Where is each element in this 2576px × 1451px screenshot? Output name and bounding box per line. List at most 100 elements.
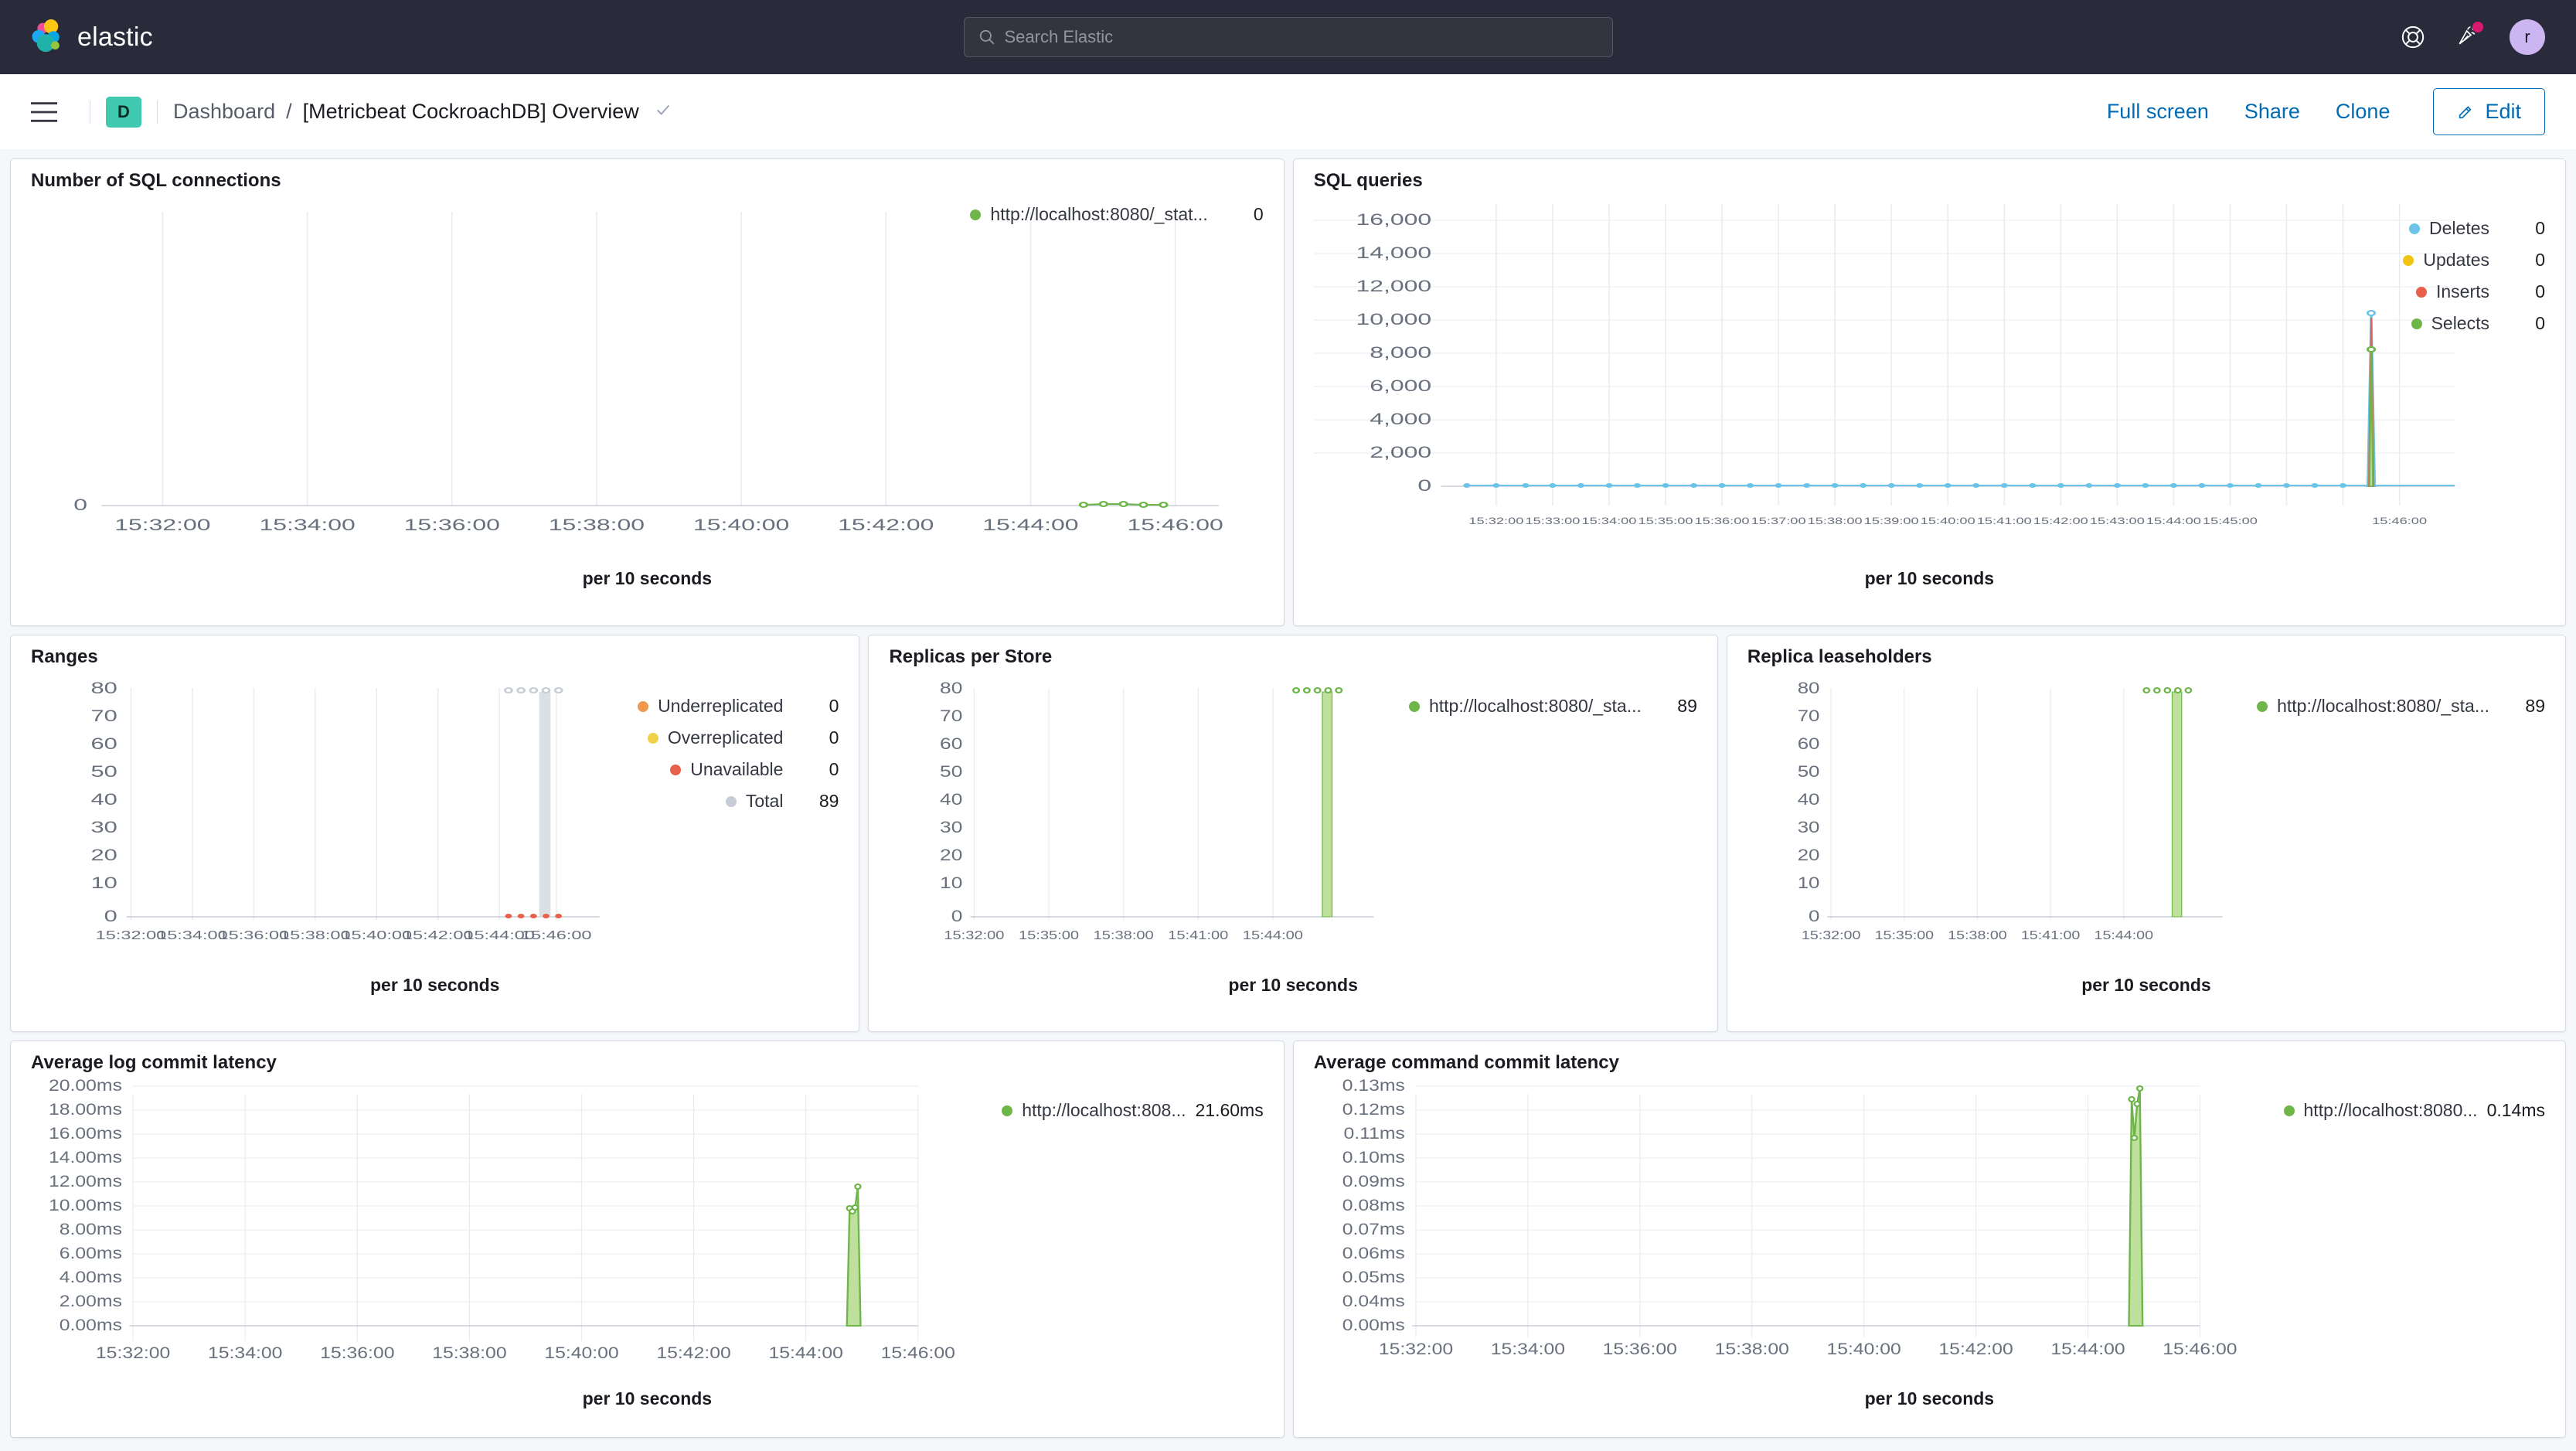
svg-text:40: 40 — [940, 790, 962, 809]
svg-text:20: 20 — [940, 846, 962, 864]
svg-text:15:44:00: 15:44:00 — [1243, 928, 1303, 942]
svg-text:0: 0 — [1417, 476, 1431, 494]
svg-text:10,000: 10,000 — [1356, 310, 1431, 328]
svg-text:15:34:00: 15:34:00 — [157, 928, 228, 942]
svg-text:18.00ms: 18.00ms — [49, 1100, 122, 1119]
svg-text:15:36:00: 15:36:00 — [1694, 516, 1749, 526]
svg-text:2,000: 2,000 — [1370, 443, 1431, 461]
svg-text:15:41:00: 15:41:00 — [1976, 516, 2031, 526]
svg-text:15:32:00: 15:32:00 — [96, 1344, 170, 1362]
svg-text:20: 20 — [90, 846, 117, 864]
svg-text:0.10ms: 0.10ms — [1342, 1148, 1404, 1167]
svg-text:15:44:00: 15:44:00 — [768, 1344, 842, 1362]
svg-text:30: 30 — [940, 818, 962, 836]
svg-text:15:34:00: 15:34:00 — [259, 516, 355, 533]
svg-text:14,000: 14,000 — [1356, 244, 1431, 261]
svg-text:0.05ms: 0.05ms — [1342, 1268, 1404, 1286]
svg-text:70: 70 — [940, 707, 962, 725]
svg-text:15:36:00: 15:36:00 — [320, 1344, 394, 1362]
svg-text:15:46:00: 15:46:00 — [521, 928, 592, 942]
svg-text:0: 0 — [73, 496, 87, 513]
svg-text:6.00ms: 6.00ms — [60, 1244, 122, 1262]
svg-text:0.07ms: 0.07ms — [1342, 1220, 1404, 1238]
svg-text:15:46:00: 15:46:00 — [1127, 516, 1223, 533]
svg-text:60: 60 — [1798, 734, 1820, 752]
svg-text:15:38:00: 15:38:00 — [1948, 928, 2007, 942]
svg-text:15:36:00: 15:36:00 — [1602, 1340, 1676, 1358]
svg-text:8.00ms: 8.00ms — [60, 1220, 122, 1238]
svg-text:15:41:00: 15:41:00 — [1169, 928, 1229, 942]
svg-text:15:44:00: 15:44:00 — [2146, 516, 2201, 526]
svg-text:15:32:00: 15:32:00 — [1802, 928, 1861, 942]
svg-text:0.00ms: 0.00ms — [1342, 1316, 1404, 1334]
svg-text:15:40:00: 15:40:00 — [1920, 516, 1975, 526]
svg-text:0: 0 — [104, 907, 117, 925]
svg-text:0.08ms: 0.08ms — [1342, 1196, 1404, 1214]
svg-text:4.00ms: 4.00ms — [60, 1268, 122, 1286]
svg-text:80: 80 — [90, 679, 117, 697]
svg-text:0.12ms: 0.12ms — [1342, 1100, 1404, 1119]
svg-text:15:46:00: 15:46:00 — [881, 1344, 955, 1362]
svg-text:0.04ms: 0.04ms — [1342, 1292, 1404, 1310]
svg-text:15:41:00: 15:41:00 — [2021, 928, 2081, 942]
svg-text:0.11ms: 0.11ms — [1343, 1124, 1404, 1143]
svg-text:15:37:00: 15:37:00 — [1751, 516, 1805, 526]
svg-text:15:44:00: 15:44:00 — [2050, 1340, 2125, 1358]
svg-text:15:34:00: 15:34:00 — [1490, 1340, 1564, 1358]
svg-text:15:35:00: 15:35:00 — [1874, 928, 1934, 942]
svg-text:20.00ms: 20.00ms — [49, 1078, 122, 1095]
svg-text:4,000: 4,000 — [1370, 410, 1431, 427]
svg-text:0.13ms: 0.13ms — [1342, 1078, 1404, 1095]
svg-text:15:36:00: 15:36:00 — [404, 516, 500, 533]
svg-text:14.00ms: 14.00ms — [49, 1148, 122, 1167]
svg-text:15:38:00: 15:38:00 — [1714, 1340, 1788, 1358]
svg-text:15:32:00: 15:32:00 — [1379, 1340, 1453, 1358]
svg-text:15:34:00: 15:34:00 — [1581, 516, 1636, 526]
svg-text:15:38:00: 15:38:00 — [1807, 516, 1862, 526]
svg-text:2.00ms: 2.00ms — [60, 1292, 122, 1310]
svg-text:50: 50 — [90, 762, 117, 781]
svg-text:15:42:00: 15:42:00 — [2033, 516, 2088, 526]
svg-text:15:36:00: 15:36:00 — [219, 928, 290, 942]
svg-text:15:38:00: 15:38:00 — [549, 516, 645, 533]
svg-text:16,000: 16,000 — [1356, 210, 1431, 228]
svg-text:20: 20 — [1798, 846, 1820, 863]
svg-text:15:32:00: 15:32:00 — [944, 928, 1005, 942]
svg-text:10: 10 — [940, 874, 962, 892]
svg-text:15:40:00: 15:40:00 — [693, 516, 789, 533]
svg-text:15:38:00: 15:38:00 — [1094, 928, 1154, 942]
svg-text:8,000: 8,000 — [1370, 343, 1431, 361]
svg-text:15:34:00: 15:34:00 — [208, 1344, 282, 1362]
svg-text:15:32:00: 15:32:00 — [96, 928, 167, 942]
svg-text:15:40:00: 15:40:00 — [341, 928, 412, 942]
svg-text:60: 60 — [90, 734, 117, 753]
svg-text:40: 40 — [1798, 790, 1820, 808]
svg-text:15:43:00: 15:43:00 — [2090, 516, 2145, 526]
svg-text:30: 30 — [90, 818, 117, 836]
svg-text:15:42:00: 15:42:00 — [403, 928, 474, 942]
svg-text:10: 10 — [90, 874, 117, 892]
svg-text:6,000: 6,000 — [1370, 376, 1431, 394]
svg-text:15:38:00: 15:38:00 — [432, 1344, 506, 1362]
svg-text:80: 80 — [1798, 679, 1820, 697]
svg-text:0.06ms: 0.06ms — [1342, 1244, 1404, 1262]
svg-text:30: 30 — [1798, 818, 1820, 836]
svg-text:15:32:00: 15:32:00 — [114, 516, 210, 533]
svg-text:50: 50 — [1798, 762, 1820, 780]
svg-text:15:42:00: 15:42:00 — [1938, 1340, 2013, 1358]
svg-text:80: 80 — [940, 679, 962, 697]
svg-text:0.09ms: 0.09ms — [1342, 1172, 1404, 1190]
svg-text:70: 70 — [1798, 707, 1820, 724]
svg-text:15:39:00: 15:39:00 — [1863, 516, 1918, 526]
svg-text:0: 0 — [951, 907, 963, 925]
svg-text:15:46:00: 15:46:00 — [2372, 516, 2427, 526]
svg-text:15:42:00: 15:42:00 — [656, 1344, 730, 1362]
svg-text:15:46:00: 15:46:00 — [2163, 1340, 2237, 1358]
svg-text:12,000: 12,000 — [1356, 277, 1431, 295]
svg-text:15:44:00: 15:44:00 — [2094, 928, 2153, 942]
svg-text:15:40:00: 15:40:00 — [544, 1344, 618, 1362]
svg-text:12.00ms: 12.00ms — [49, 1172, 122, 1190]
svg-text:15:35:00: 15:35:00 — [1019, 928, 1079, 942]
svg-text:15:40:00: 15:40:00 — [1826, 1340, 1901, 1358]
svg-text:15:38:00: 15:38:00 — [280, 928, 351, 942]
